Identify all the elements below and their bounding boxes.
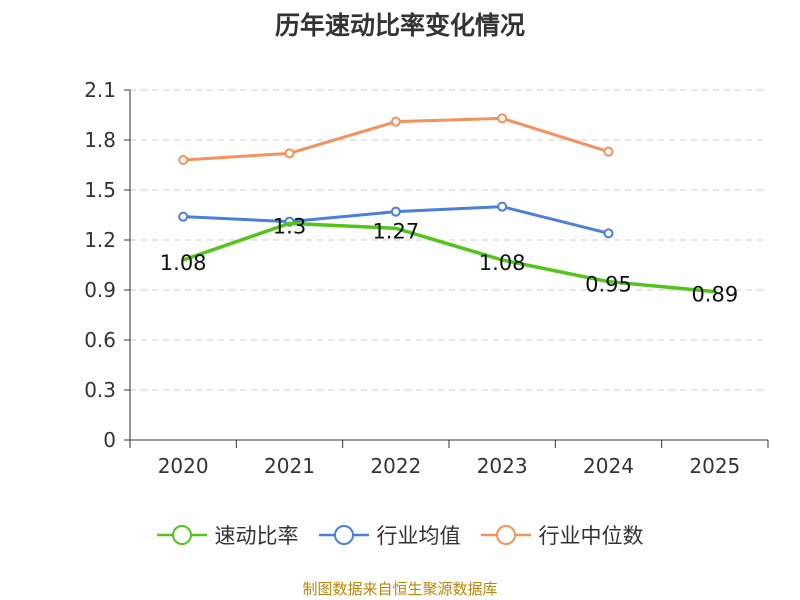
x-tick-label: 2020 xyxy=(158,454,209,478)
legend-swatch-industry-mean xyxy=(318,525,369,545)
legend-swatch-industry-median xyxy=(480,525,531,545)
data-label: 0.89 xyxy=(691,283,738,307)
data-label: 0.95 xyxy=(585,273,632,297)
data-point-1[interactable] xyxy=(497,201,508,212)
data-point-1[interactable] xyxy=(390,206,401,217)
y-tick-label: 0 xyxy=(103,428,116,452)
x-tick-label: 2025 xyxy=(689,454,740,478)
data-point-2[interactable] xyxy=(603,146,614,157)
series-line-0 xyxy=(181,221,717,294)
legend-label-industry-median: 行业中位数 xyxy=(538,524,644,548)
x-tick-label: 2021 xyxy=(264,454,315,478)
y-tick-label: 1.5 xyxy=(84,178,116,202)
y-tick-label: 1.2 xyxy=(84,228,116,252)
data-label: 1.08 xyxy=(479,251,526,275)
legend-label-quick-ratio: 速动比率 xyxy=(214,524,299,548)
legend-item-industry-median[interactable]: 行业中位数 xyxy=(480,520,644,550)
legend-swatch-quick-ratio xyxy=(156,525,207,545)
y-tick-label: 0.3 xyxy=(84,378,116,402)
x-tick-label: 2024 xyxy=(583,454,634,478)
data-label: 1.27 xyxy=(372,219,419,243)
legend-item-industry-mean[interactable]: 行业均值 xyxy=(318,520,461,550)
legend-item-quick-ratio[interactable]: 速动比率 xyxy=(156,520,299,550)
y-tick-label: 0.6 xyxy=(84,328,116,352)
data-point-2[interactable] xyxy=(497,113,508,124)
data-point-2[interactable] xyxy=(178,155,189,165)
data-point-2[interactable] xyxy=(284,148,295,159)
source-note: 制图数据来自恒生聚源数据库 xyxy=(302,580,498,598)
data-point-1[interactable] xyxy=(603,228,614,239)
data-point-2[interactable] xyxy=(390,116,401,127)
y-tick-label: 0.9 xyxy=(84,278,116,302)
legend: 速动比率 行业均值 行业中位数 xyxy=(0,520,800,550)
data-label: 1.3 xyxy=(273,214,306,238)
y-tick-label: 1.8 xyxy=(84,128,116,152)
y-tick-label: 2.1 xyxy=(84,78,116,102)
data-point-1[interactable] xyxy=(178,211,189,222)
chart-title: 历年速动比率变化情况 xyxy=(274,11,525,40)
data-label: 1.08 xyxy=(160,251,207,275)
x-tick-label: 2023 xyxy=(477,454,528,478)
x-tick-label: 2022 xyxy=(370,454,421,478)
legend-label-industry-mean: 行业均值 xyxy=(376,524,461,548)
